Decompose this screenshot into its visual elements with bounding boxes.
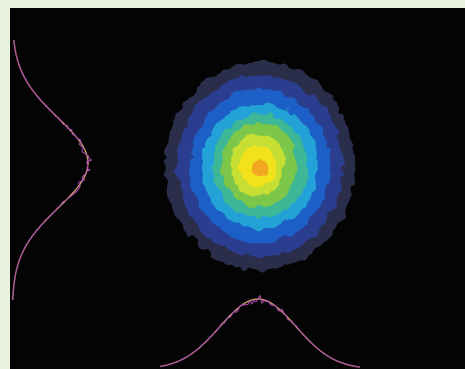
beam-spot (165, 62, 355, 270)
horizontal-profile-data (159, 294, 361, 368)
vertical-profile-data (12, 39, 93, 301)
profile-curves (12, 39, 361, 368)
contour (252, 159, 268, 177)
